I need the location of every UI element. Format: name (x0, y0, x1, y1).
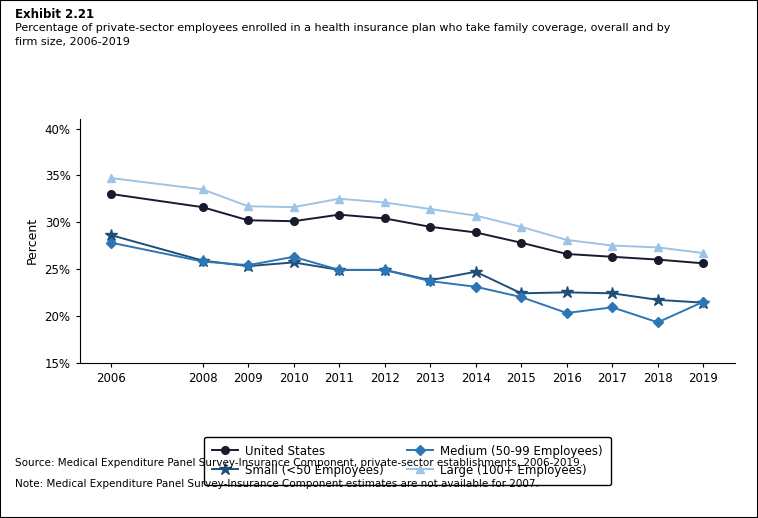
Y-axis label: Percent: Percent (26, 218, 39, 264)
Large (100+ Employees) (699, 250, 708, 256)
United States (653, 256, 662, 263)
United States (562, 251, 572, 257)
Line: Medium (50-99 Employees): Medium (50-99 Employees) (108, 239, 707, 326)
Medium (50-99 Employees) (517, 294, 526, 300)
Small (<50 Employees) (380, 267, 389, 273)
Line: Large (100+ Employees): Large (100+ Employees) (108, 174, 707, 257)
Medium (50-99 Employees) (653, 319, 662, 325)
Small (<50 Employees) (107, 232, 116, 238)
Small (<50 Employees) (608, 290, 617, 296)
Small (<50 Employees) (699, 299, 708, 306)
Text: Percentage of private-sector employees enrolled in a health insurance plan who t: Percentage of private-sector employees e… (15, 23, 671, 47)
Medium (50-99 Employees) (471, 284, 481, 290)
Medium (50-99 Employees) (334, 267, 343, 273)
Medium (50-99 Employees) (699, 298, 708, 305)
Large (100+ Employees) (517, 224, 526, 230)
United States (380, 215, 389, 222)
Medium (50-99 Employees) (608, 304, 617, 310)
Medium (50-99 Employees) (426, 278, 435, 284)
Text: Exhibit 2.21: Exhibit 2.21 (15, 8, 94, 21)
Medium (50-99 Employees) (198, 258, 207, 265)
Large (100+ Employees) (653, 244, 662, 251)
Large (100+ Employees) (471, 212, 481, 219)
Line: Small (<50 Employees): Small (<50 Employees) (105, 229, 709, 309)
United States (198, 204, 207, 210)
Large (100+ Employees) (562, 237, 572, 243)
United States (426, 224, 435, 230)
Medium (50-99 Employees) (107, 240, 116, 246)
Large (100+ Employees) (198, 186, 207, 193)
Small (<50 Employees) (653, 297, 662, 303)
Medium (50-99 Employees) (243, 262, 252, 268)
Line: United States: United States (108, 190, 707, 267)
Text: Note: Medical Expenditure Panel Survey-Insurance Component estimates are not ava: Note: Medical Expenditure Panel Survey-I… (15, 479, 539, 489)
United States (107, 191, 116, 197)
Medium (50-99 Employees) (289, 254, 298, 260)
Large (100+ Employees) (107, 175, 116, 181)
Large (100+ Employees) (426, 206, 435, 212)
Small (<50 Employees) (198, 257, 207, 264)
Small (<50 Employees) (471, 269, 481, 275)
United States (699, 260, 708, 266)
United States (334, 211, 343, 218)
Large (100+ Employees) (334, 196, 343, 202)
United States (608, 254, 617, 260)
United States (471, 229, 481, 236)
United States (517, 240, 526, 246)
Small (<50 Employees) (289, 260, 298, 266)
Medium (50-99 Employees) (380, 267, 389, 273)
Large (100+ Employees) (243, 203, 252, 209)
United States (243, 217, 252, 223)
Small (<50 Employees) (243, 263, 252, 269)
United States (289, 218, 298, 224)
Small (<50 Employees) (426, 277, 435, 283)
Large (100+ Employees) (289, 204, 298, 210)
Small (<50 Employees) (562, 289, 572, 295)
Small (<50 Employees) (517, 290, 526, 296)
Large (100+ Employees) (380, 199, 389, 206)
Legend: United States, Small (<50 Employees), Medium (50-99 Employees), Large (100+ Empl: United States, Small (<50 Employees), Me… (204, 437, 611, 485)
Large (100+ Employees) (608, 242, 617, 249)
Text: Source: Medical Expenditure Panel Survey-Insurance Component, private-sector est: Source: Medical Expenditure Panel Survey… (15, 458, 584, 468)
Small (<50 Employees) (334, 267, 343, 273)
Medium (50-99 Employees) (562, 310, 572, 316)
